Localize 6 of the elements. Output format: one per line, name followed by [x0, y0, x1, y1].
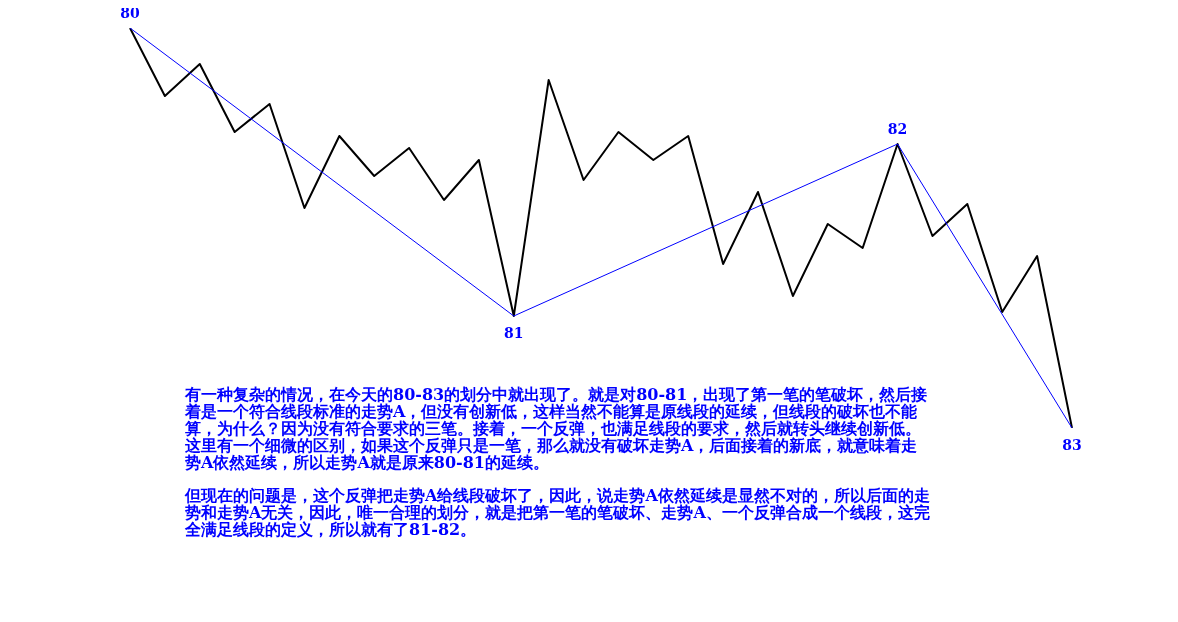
annotation: 81: [504, 325, 524, 341]
text: 但现在的问题是，这个反弹把走势A给线段破坏了，因此，说走势A依然延续是显然不对的，所以后面的走势和走势A无关，因此，唯一合理的划分，就是把第一笔的笔破坏、走势A、一个反弹合成一个线段，这完全满足线段的定义，所以就有了81-82。: [185, 486, 930, 539]
annotation: 80: [120, 5, 140, 21]
annotation: 82: [887, 121, 908, 137]
annotation: 有一种复杂的情况，在今天的80-83的划分中就出现了。就是对80-81，出现了第一笔的笔破坏，然后接着是一个符合线段标准的走势A，但没有创新低，这样当然不能算是原线段的延续，但线段的破坏也不能算，为什么？因为没有符合要求的三笔。接着，一个反弹，也满足线段的要求，然后就转头继续创新低。这里有一个细微的区别，如果这个反弹只是一笔，那么就没有破坏走势A，后面接着的新底，就意味着走势A依然延续，所以走势A就是原来80-81的延续。: [185, 385, 929, 472]
annotation: 83: [1062, 437, 1082, 453]
